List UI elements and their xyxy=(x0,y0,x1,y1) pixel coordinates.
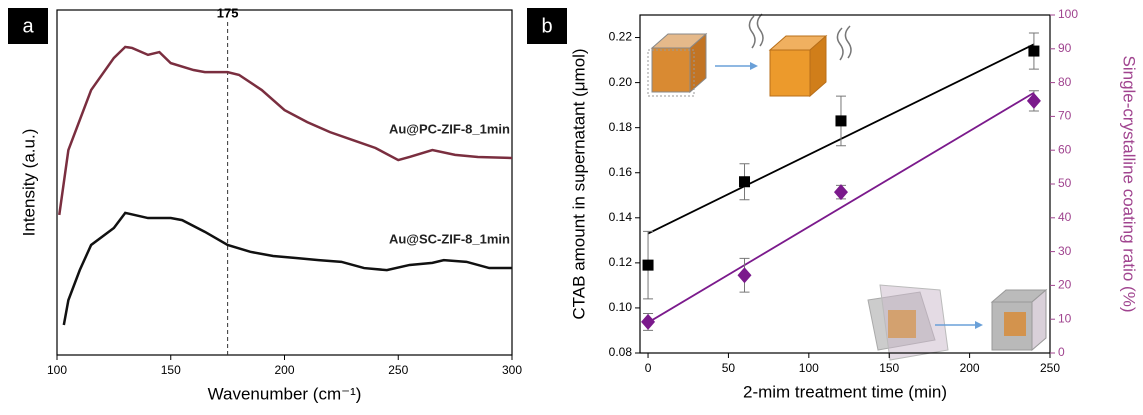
x-tick-label: 250 xyxy=(388,363,408,377)
x-tick-label: 0 xyxy=(645,361,652,375)
x-tick-label: 300 xyxy=(502,363,522,377)
panel-label-box xyxy=(8,8,48,44)
y2-tick-label: 100 xyxy=(1058,7,1078,21)
marker xyxy=(1026,92,1041,109)
x-axis-label: Wavenumber (cm⁻¹) xyxy=(208,384,362,403)
marker xyxy=(641,313,656,330)
x-tick-label: 50 xyxy=(722,361,736,375)
y-tick-label: 0.14 xyxy=(609,210,633,224)
y-tick-label: 0.20 xyxy=(609,75,633,89)
y-tick-label: 0.22 xyxy=(609,30,633,44)
inset-bottom xyxy=(867,284,1048,361)
y-axis-label: Intensity (a.u.) xyxy=(19,129,38,237)
y2-axis-label: Single-crystalline coating ratio (%) xyxy=(1120,56,1139,313)
marker xyxy=(1028,45,1040,57)
y2-tick-label: 30 xyxy=(1058,244,1072,258)
y2-tick-label: 50 xyxy=(1058,176,1072,190)
y2-tick-label: 40 xyxy=(1058,210,1072,224)
series-line xyxy=(62,211,512,326)
inset-top xyxy=(647,13,852,98)
y-tick-label: 0.12 xyxy=(609,255,633,269)
marker xyxy=(737,267,752,284)
marker xyxy=(833,184,848,201)
x-tick-label: 200 xyxy=(960,361,980,375)
y2-tick-label: 0 xyxy=(1058,345,1065,359)
marker xyxy=(835,115,847,127)
y-tick-label: 0.16 xyxy=(609,165,633,179)
series-label: Au@PC-ZIF-8_1min xyxy=(389,121,510,136)
x-tick-label: 100 xyxy=(47,363,67,377)
plot-frame xyxy=(56,9,513,356)
y-axis-label: CTAB amount in supernatant (μmol) xyxy=(569,48,588,319)
reference-label: 175 xyxy=(217,5,239,20)
x-tick-label: 200 xyxy=(274,363,294,377)
panel-label: a xyxy=(22,15,34,37)
y2-tick-label: 90 xyxy=(1058,41,1072,55)
x-tick-label: 100 xyxy=(799,361,819,375)
marker xyxy=(739,176,751,188)
y-tick-label: 0.08 xyxy=(609,345,633,359)
series-line xyxy=(58,45,513,216)
panel-label: b xyxy=(541,15,552,37)
x-axis-label: 2-mim treatment time (min) xyxy=(743,382,947,401)
y2-tick-label: 20 xyxy=(1058,278,1072,292)
series-label: Au@SC-ZIF-8_1min xyxy=(389,231,510,246)
fit-line xyxy=(647,91,1035,324)
y2-tick-label: 70 xyxy=(1058,109,1072,123)
x-tick-label: 150 xyxy=(161,363,181,377)
y-tick-label: 0.10 xyxy=(609,300,633,314)
marker xyxy=(642,259,654,271)
y2-tick-label: 80 xyxy=(1058,75,1072,89)
y2-tick-label: 10 xyxy=(1058,311,1072,325)
x-tick-label: 250 xyxy=(1040,361,1060,375)
panel-label-box xyxy=(527,8,567,44)
y2-tick-label: 60 xyxy=(1058,142,1072,156)
y-tick-label: 0.18 xyxy=(609,120,633,134)
x-tick-label: 150 xyxy=(879,361,899,375)
